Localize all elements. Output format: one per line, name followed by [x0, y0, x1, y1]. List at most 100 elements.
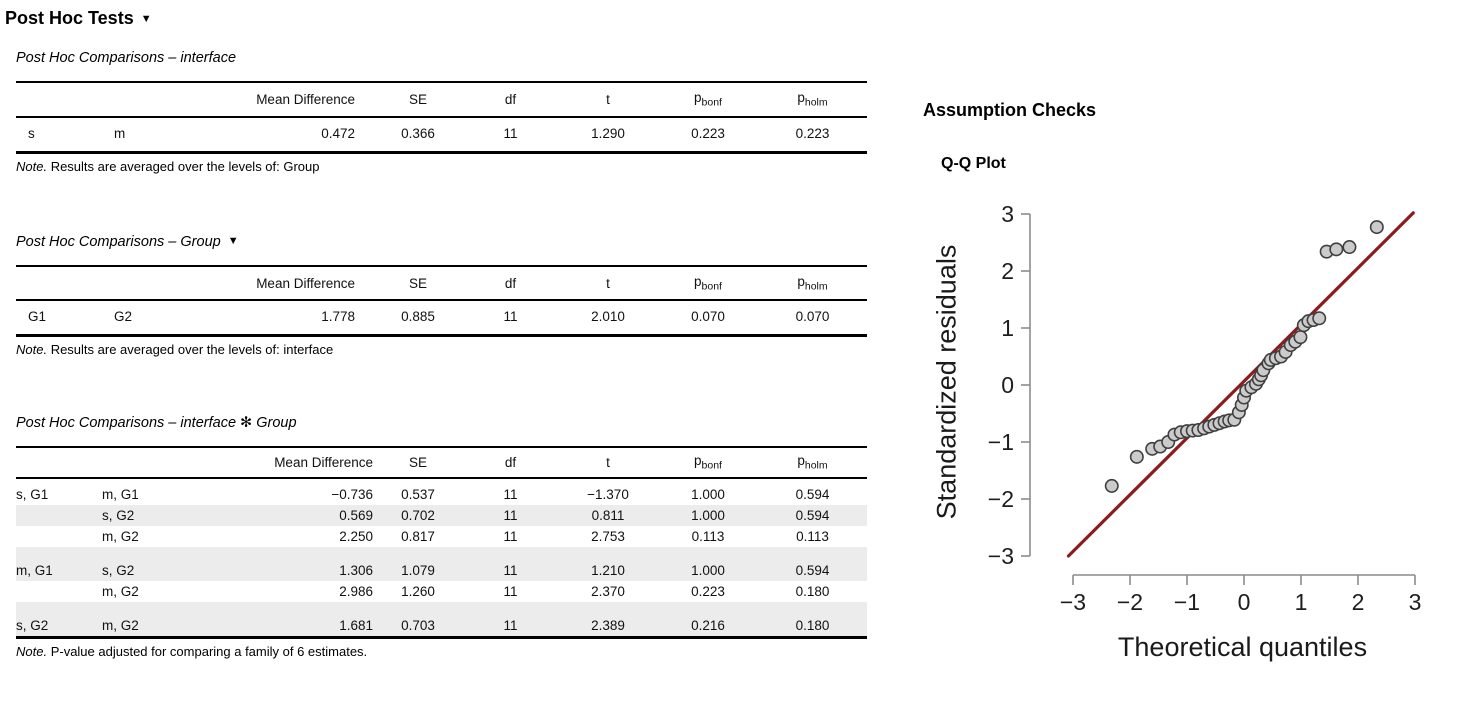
- table-cell: s, G2: [102, 547, 198, 582]
- qq-data-point: [1369, 220, 1384, 235]
- table-cell: 0.216: [658, 602, 758, 638]
- table-cell: 0.223: [795, 125, 830, 141]
- table-cell: 1.000: [691, 487, 725, 503]
- table-header-row: Mean Difference SE df t pbonf pholm: [16, 82, 867, 118]
- posthoc-table-1: Post Hoc Comparisons – Group ▼ Mean Diffe…: [16, 233, 867, 358]
- table-cell: 0.594: [758, 505, 867, 527]
- column-header: [16, 447, 102, 480]
- posthoc-table-0: Post Hoc Comparisons – interface Mean Di…: [16, 50, 867, 174]
- qq-plot-title: Q-Q Plot: [941, 155, 1006, 172]
- x-tick-label: 0: [1238, 589, 1251, 615]
- column-header: Mean Difference: [198, 265, 373, 302]
- column-header: pbonf: [658, 447, 758, 480]
- collapse-caret-icon[interactable]: ▼: [140, 13, 152, 25]
- x-tick-label: −2: [1117, 589, 1143, 615]
- table-cell: 0.113: [796, 529, 829, 545]
- column-header: df: [463, 447, 558, 480]
- table-cell: 11: [503, 487, 518, 503]
- column-header: [102, 82, 198, 118]
- table-cell: 0.569: [198, 505, 373, 527]
- table-cell: G2: [114, 309, 133, 325]
- table-cell: 2.370: [591, 584, 625, 600]
- table-cell: 0.223: [691, 125, 725, 141]
- posthoc-comparisons-interaction-table: Mean Difference SE df t pbonf pholm s, G1 m, G1…: [16, 446, 867, 640]
- table-cell: 1.210: [558, 547, 658, 582]
- posthoc-results-column: Post Hoc Comparisons – interface Mean Di…: [16, 50, 867, 659]
- table-cell: 0.537: [401, 487, 435, 503]
- posthoc-comparisons-group-table: Mean Difference SE df t pbonf pholm G1 G2 1.778 0…: [16, 264, 867, 338]
- table-cell: 1.681: [198, 602, 373, 638]
- table-cell: 11: [463, 602, 558, 638]
- column-header: Mean Difference: [198, 447, 373, 480]
- column-header: pholm: [758, 82, 867, 118]
- column-header: t: [558, 447, 658, 480]
- table-cell: 0.180: [758, 602, 867, 638]
- table-cell: 1.306: [198, 547, 373, 582]
- x-tick-label: −3: [1060, 589, 1086, 615]
- y-tick-label: −1: [988, 429, 1014, 455]
- table-row: m, G1 s, G2 1.306 1.079 11 1.210 1.000 0.594: [16, 547, 867, 582]
- table-note: Note. Results are averaged over the leve…: [16, 158, 320, 174]
- table-cell: m, G2: [102, 529, 139, 545]
- qq-data-point: [1129, 449, 1144, 464]
- collapse-caret-icon[interactable]: ▼: [227, 234, 239, 247]
- table-cell: 2.389: [558, 602, 658, 638]
- table-caption: Post Hoc Comparisons – interface ✻ Group: [16, 415, 297, 432]
- table-cell: s, G2: [16, 602, 102, 638]
- table-cell: m, G1: [16, 547, 102, 582]
- table-cell: s: [28, 125, 35, 141]
- x-tick-label: 3: [1409, 589, 1422, 615]
- table-cell: 1.778: [321, 309, 355, 325]
- table-caption: Post Hoc Comparisons – interface: [16, 50, 237, 66]
- table-cell: 0.703: [373, 602, 463, 638]
- table-cell: −1.370: [587, 487, 629, 503]
- table-header-row: Mean Difference SE df t pbonf pholm: [16, 265, 867, 302]
- table-cell: 11: [503, 125, 518, 141]
- table-note: Note. P-value adjusted for comparing a f…: [16, 644, 368, 660]
- page-title: Post Hoc Tests ▼: [5, 8, 152, 29]
- qq-reference-line: [1066, 211, 1415, 558]
- table-cell: [16, 505, 102, 527]
- table-cell: 0.817: [401, 529, 435, 545]
- column-header: pbonf: [658, 82, 758, 118]
- column-header: [16, 82, 102, 118]
- column-header: t: [558, 82, 658, 118]
- qq-plot: 3 2 1 0 −1 −2 −3 −3 −2 −1 0 1 2 3: [988, 201, 1422, 615]
- x-tick-label: −1: [1174, 589, 1200, 615]
- table-cell: 2.753: [591, 529, 625, 545]
- table-note: Note. Results are averaged over the leve…: [16, 342, 334, 358]
- qq-data-point: [1312, 311, 1327, 326]
- column-header: [102, 447, 198, 480]
- y-tick-label: 3: [1001, 201, 1014, 227]
- table-cell: m, G1: [102, 487, 139, 503]
- table-cell: 2.010: [591, 309, 625, 325]
- y-tick-label: −3: [988, 543, 1014, 569]
- column-header: Mean Difference: [198, 82, 373, 118]
- table-cell: m, G2: [102, 584, 139, 600]
- column-header: [16, 265, 102, 302]
- column-header: SE: [373, 447, 463, 480]
- assumption-checks-heading: Assumption Checks: [923, 100, 1097, 120]
- y-tick-label: −2: [988, 486, 1014, 512]
- column-header: pholm: [758, 447, 867, 480]
- table-row: m, G2 2.250 0.817 11 2.753 0.113 0.113: [16, 526, 867, 547]
- table-cell: 2.250: [339, 529, 373, 545]
- table-cell: −0.736: [331, 487, 373, 503]
- table-row: s, G2 m, G2 1.681 0.703 11 2.389 0.216 0.180: [16, 602, 867, 638]
- table-cell: 1.290: [591, 125, 625, 141]
- table-cell: 0.070: [795, 309, 830, 325]
- column-header: SE: [373, 265, 463, 302]
- table-cell: 0.885: [401, 309, 435, 325]
- table-cell: 1.000: [658, 547, 758, 582]
- table-cell: 0.366: [401, 125, 435, 141]
- qq-data-point: [1293, 330, 1308, 345]
- table-cell: 1.079: [373, 547, 463, 582]
- qq-y-axis-label: Standardized residuals: [931, 244, 962, 520]
- table-cell: 11: [463, 547, 558, 582]
- table-cell: G1: [28, 309, 47, 325]
- qq-x-axis-label: Theoretical quantiles: [1117, 632, 1368, 662]
- table-caption: Post Hoc Comparisons – Group ▼: [16, 233, 239, 250]
- table-cell: s, G2: [102, 505, 198, 527]
- table-cell: 11: [503, 584, 518, 600]
- table-cell: 0.223: [691, 584, 725, 600]
